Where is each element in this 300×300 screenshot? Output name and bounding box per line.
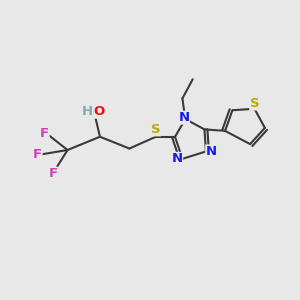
Text: N: N: [178, 111, 189, 124]
Text: F: F: [40, 127, 49, 140]
Text: O: O: [94, 105, 105, 118]
Text: N: N: [172, 152, 183, 165]
Text: F: F: [33, 148, 42, 161]
Text: F: F: [48, 167, 57, 180]
Text: S: S: [151, 123, 161, 136]
Text: H: H: [82, 105, 93, 118]
Text: S: S: [250, 97, 259, 110]
Text: N: N: [206, 145, 217, 158]
